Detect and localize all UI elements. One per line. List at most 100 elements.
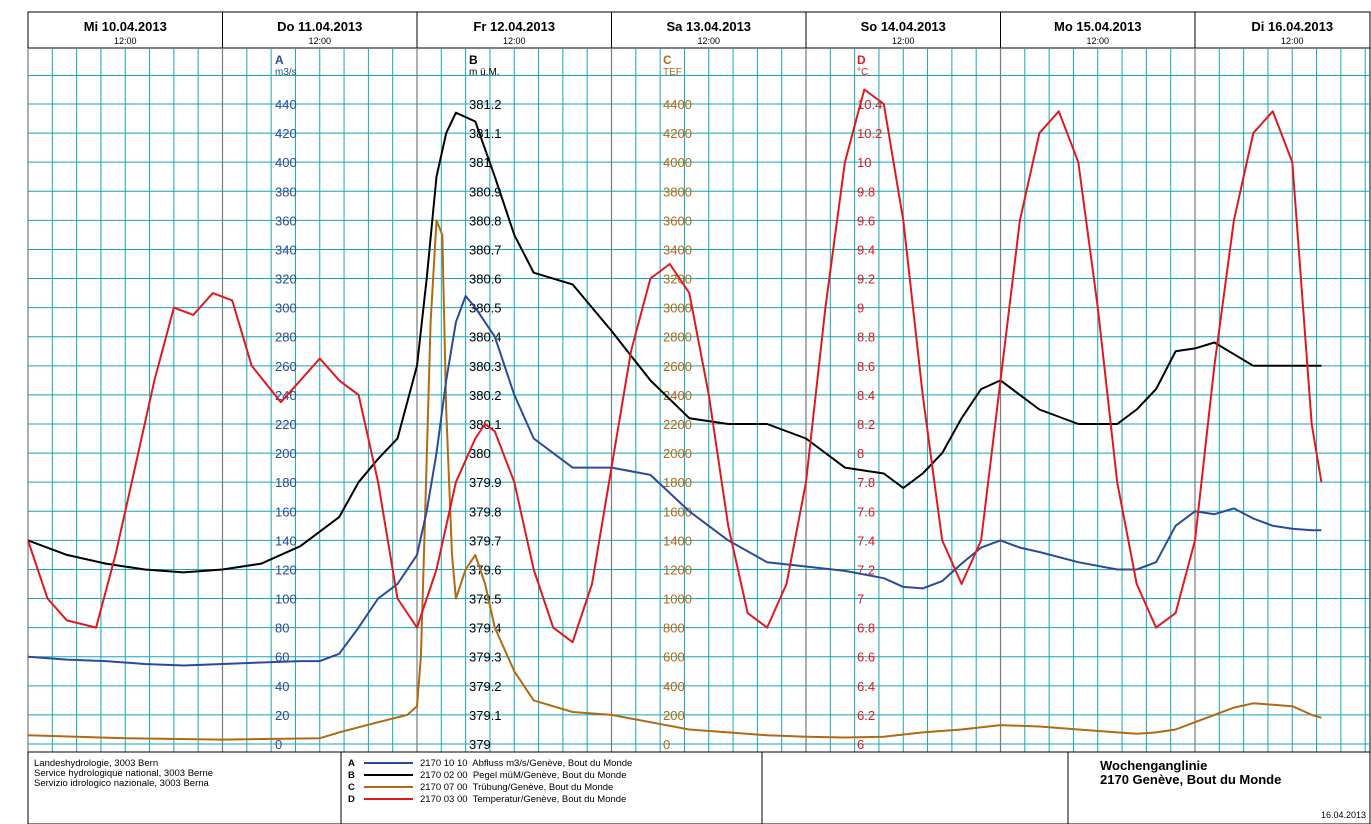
- day-label: Fr 12.04.2013: [473, 19, 555, 34]
- day-labels: Mi 10.04.2013 12:00 Do 11.04.2013 12:00 Fr 1…: [84, 12, 1333, 48]
- legend-letter: D: [348, 794, 355, 805]
- tick-label-c: 4000: [663, 155, 692, 170]
- tick-label-d: 8.2: [857, 417, 875, 432]
- tick-label-c: 200: [663, 708, 685, 723]
- tick-label-d: 9.4: [857, 242, 875, 257]
- tick-label-c: 600: [663, 650, 685, 665]
- tick-label-d: 6.4: [857, 679, 875, 694]
- legend-letter: C: [348, 782, 355, 793]
- tick-label-d: 8: [857, 446, 864, 461]
- tick-label-a: 440: [275, 97, 297, 112]
- noon-label: 12:00: [308, 36, 331, 46]
- tick-label-a: 340: [275, 242, 297, 257]
- tick-label-d: 6: [857, 737, 864, 752]
- tick-label-d: 7.6: [857, 504, 875, 519]
- tick-label-c: 1000: [663, 592, 692, 607]
- tick-label-d: 10.2: [857, 126, 882, 141]
- tick-label-b: 380.7: [469, 242, 502, 257]
- tick-label-a: 40: [275, 679, 289, 694]
- tick-label-b: 381: [469, 155, 491, 170]
- tick-label-b: 381.1: [469, 126, 502, 141]
- series-line-b: [27, 111, 1322, 574]
- noon-label: 12:00: [503, 36, 526, 46]
- org-line-3: Servizio idrologico nazionale, 3003 Bern…: [34, 778, 210, 789]
- day-label: So 14.04.2013: [861, 19, 946, 34]
- tick-label-a: 260: [275, 359, 297, 374]
- tick-label-a: 200: [275, 446, 297, 461]
- legend-letter: B: [348, 770, 355, 781]
- axis-letter-c: C: [663, 53, 672, 67]
- tick-label-b: 380: [469, 446, 491, 461]
- legend-text: 2170 02 00 Pegel müM/Genève, Bout du Mon…: [420, 770, 627, 781]
- tick-label-c: 3400: [663, 242, 692, 257]
- axis-letter-b: B: [469, 53, 478, 67]
- axes: Am3/s02040608010012014016018020022024026…: [275, 53, 882, 752]
- tick-label-a: 420: [275, 126, 297, 141]
- day-label: Di 16.04.2013: [1251, 19, 1333, 34]
- series: [27, 88, 1323, 741]
- tick-label-c: 2800: [663, 330, 692, 345]
- tick-label-c: 2200: [663, 417, 692, 432]
- noon-label: 12:00: [1281, 36, 1304, 46]
- tick-label-b: 380.3: [469, 359, 502, 374]
- legend-letter: A: [348, 758, 355, 769]
- tick-label-c: 0: [663, 737, 670, 752]
- tick-label-a: 220: [275, 417, 297, 432]
- tick-label-c: 4200: [663, 126, 692, 141]
- legend-text: 2170 10 10 Abfluss m3/s/Genève, Bout du …: [420, 758, 632, 769]
- tick-label-b: 379.6: [469, 562, 502, 577]
- tick-label-b: 380.2: [469, 388, 502, 403]
- day-label: Mo 15.04.2013: [1054, 19, 1141, 34]
- tick-label-c: 3000: [663, 301, 692, 316]
- day-label: Do 11.04.2013: [277, 19, 362, 34]
- tick-label-a: 140: [275, 533, 297, 548]
- tick-label-b: 380.9: [469, 184, 502, 199]
- axis-letter-d: D: [857, 53, 866, 67]
- tick-label-a: 160: [275, 504, 297, 519]
- tick-label-d: 6.8: [857, 621, 875, 636]
- tick-label-b: 380.5: [469, 301, 502, 316]
- axis-unit-b: m ü.M.: [469, 67, 500, 78]
- tick-label-b: 380.8: [469, 213, 502, 228]
- noon-label: 12:00: [114, 36, 137, 46]
- tick-label-d: 10.4: [857, 97, 882, 112]
- tick-label-d: 8.4: [857, 388, 875, 403]
- tick-label-b: 379.3: [469, 650, 502, 665]
- tick-label-c: 2400: [663, 388, 692, 403]
- tick-label-b: 379: [469, 737, 491, 752]
- tick-label-a: 280: [275, 330, 297, 345]
- tick-label-b: 379.2: [469, 679, 502, 694]
- noon-label: 12:00: [892, 36, 915, 46]
- series-line-d: [27, 88, 1323, 644]
- tick-label-c: 1200: [663, 562, 692, 577]
- tick-label-a: 120: [275, 562, 297, 577]
- tick-label-b: 379.9: [469, 475, 502, 490]
- legend: A 2170 10 10 Abfluss m3/s/Genève, Bout du…: [348, 758, 632, 805]
- plot-frame: [27, 47, 1371, 753]
- axis-unit-a: m3/s: [275, 67, 297, 78]
- print-date: 16.04.2013: [1321, 810, 1366, 820]
- axis-unit-c: TEF: [663, 67, 682, 78]
- chart-title: Wochenganglinie: [1100, 758, 1207, 773]
- tick-label-d: 6.6: [857, 650, 875, 665]
- tick-label-c: 1800: [663, 475, 692, 490]
- tick-label-a: 360: [275, 213, 297, 228]
- tick-label-c: 3600: [663, 213, 692, 228]
- tick-label-b: 381.2: [469, 97, 502, 112]
- tick-label-c: 2000: [663, 446, 692, 461]
- tick-label-a: 80: [275, 621, 289, 636]
- axis-letter-a: A: [275, 53, 284, 67]
- tick-label-b: 379.1: [469, 708, 502, 723]
- legend-text: 2170 03 00 Temperatur/Genève, Bout du Mo…: [420, 794, 626, 805]
- tick-label-c: 3200: [663, 272, 692, 287]
- tick-label-c: 3800: [663, 184, 692, 199]
- station-name: 2170 Genève, Bout du Monde: [1100, 772, 1281, 787]
- tick-label-a: 20: [275, 708, 289, 723]
- grid: [27, 48, 1370, 752]
- org-line-2: Service hydrologique national, 3003 Bern…: [34, 768, 213, 779]
- tick-label-a: 0: [275, 737, 282, 752]
- footer: Landeshydrologie, 3003 Bern Service hydr…: [27, 751, 1371, 824]
- tick-label-a: 100: [275, 592, 297, 607]
- tick-label-d: 7: [857, 592, 864, 607]
